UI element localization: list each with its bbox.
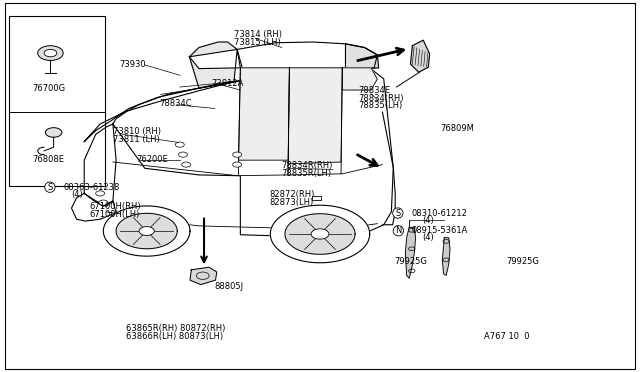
Text: 76700G: 76700G [32,84,65,93]
Text: 88805J: 88805J [215,282,244,291]
Text: 78835R(LH): 78835R(LH) [282,169,332,179]
Circle shape [45,128,62,137]
Circle shape [175,142,184,147]
Polygon shape [189,42,243,88]
Circle shape [44,49,57,57]
Text: 76808E: 76808E [32,155,64,164]
Text: S: S [395,209,401,218]
Text: 67100H(RH): 67100H(RH) [90,202,141,211]
Text: 73815 (LH): 73815 (LH) [234,38,281,47]
Circle shape [233,162,242,167]
Polygon shape [189,42,378,68]
Polygon shape [405,227,415,278]
Text: A767 10  0: A767 10 0 [484,332,530,341]
Text: S: S [47,183,52,192]
Polygon shape [285,214,355,254]
Polygon shape [410,40,429,72]
Circle shape [96,191,104,196]
Text: 78834E: 78834E [358,86,390,95]
Circle shape [179,152,188,157]
Text: 78834R(RH): 78834R(RH) [282,161,333,170]
Text: 08310-61212: 08310-61212 [411,209,467,218]
Text: 78834C: 78834C [159,99,192,108]
Text: 76809M: 76809M [440,124,474,133]
Circle shape [139,227,154,235]
Polygon shape [383,112,395,225]
Text: 73814 (RH): 73814 (RH) [234,30,282,39]
Polygon shape [342,68,378,90]
Text: 82872(RH): 82872(RH) [269,190,314,199]
Polygon shape [84,81,241,142]
Polygon shape [190,267,217,285]
Circle shape [233,152,242,157]
Polygon shape [346,44,379,68]
Circle shape [311,229,329,239]
Text: (4): (4) [422,233,434,242]
Text: 82873(LH): 82873(LH) [269,198,313,207]
Text: N: N [395,226,401,235]
Text: 63866R(LH) 80873(LH): 63866R(LH) 80873(LH) [125,332,223,341]
Text: 73811 (LH): 73811 (LH) [113,135,159,144]
Text: 79925G: 79925G [394,257,427,266]
Circle shape [99,200,108,205]
Text: 78835(LH): 78835(LH) [358,102,403,110]
Polygon shape [288,68,342,164]
Text: 73930: 73930 [119,60,146,69]
Polygon shape [84,124,116,206]
Text: 08363-61238: 08363-61238 [63,183,120,192]
Polygon shape [312,196,321,200]
Polygon shape [72,193,116,221]
Text: 63865R(RH) 80872(RH): 63865R(RH) 80872(RH) [125,324,225,333]
Text: 79925G: 79925G [506,257,539,266]
Text: 76200E: 76200E [136,155,168,164]
Text: (4): (4) [72,190,83,199]
Polygon shape [104,206,190,256]
Polygon shape [116,213,177,249]
Text: 08915-5361A: 08915-5361A [411,226,467,235]
Circle shape [38,46,63,61]
Polygon shape [270,205,370,263]
Bar [9,16,104,186]
Polygon shape [239,68,289,160]
Text: 73812A: 73812A [212,78,244,87]
Text: (4): (4) [422,216,434,225]
Polygon shape [113,49,394,236]
Circle shape [182,162,191,167]
Text: 78834(RH): 78834(RH) [358,94,404,103]
Text: 73810 (RH): 73810 (RH) [113,127,161,136]
Text: 67100H(LH): 67100H(LH) [90,210,140,219]
Polygon shape [442,238,450,275]
